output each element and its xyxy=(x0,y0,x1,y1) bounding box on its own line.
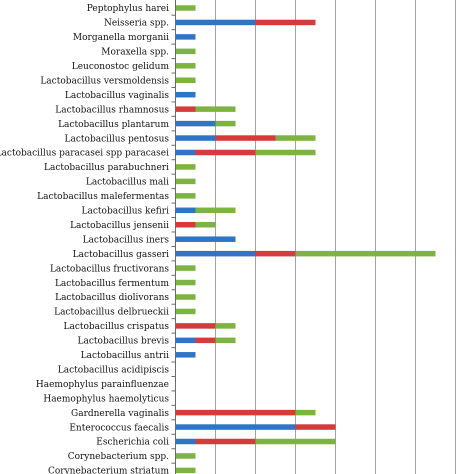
bar-lactobacillus-vaginalis-series-1 xyxy=(175,91,196,98)
category-label-haemophylus-haemolyticus: Haemophylus haemolyticus xyxy=(43,394,169,404)
category-label-lactobacillus-pentosus: Lactobacillus pentosus xyxy=(65,134,170,144)
category-label-lactobacillus-kefiri: Lactobacillus kefiri xyxy=(82,207,170,217)
category-label-lactobacillus-antrii: Lactobacillus antrii xyxy=(81,351,169,361)
bar-peptophylus-harei-series-3 xyxy=(175,5,196,11)
y-axis xyxy=(171,0,176,474)
bar-lactobacillus-pentosus-series-3 xyxy=(275,135,316,141)
bar-lactobacillus-paracasei-spp-paracasei-series-1 xyxy=(175,149,196,156)
category-label-enterococcus-faecalis: Enterococcus faecalis xyxy=(69,423,169,433)
category-label-lactobacillus-fermentum: Lactobacillus fermentum xyxy=(55,279,170,289)
bar-gardnerella-vaginalis-series-2 xyxy=(175,409,296,416)
bar-leuconostoc-gelidum-series-3 xyxy=(175,63,196,69)
category-label-lactobacillus-paracasei-spp-paracasei: Lactobacillus paracasei spp paracasei xyxy=(0,149,169,159)
bar-lactobacillus-iners-series-1 xyxy=(175,236,236,242)
bar-escherichia-coli-series-2 xyxy=(195,438,256,445)
category-label-escherichia-coli: Escherichia coli xyxy=(96,438,169,448)
bar-lactobacillus-paracasei-spp-paracasei-series-2 xyxy=(195,149,256,156)
category-label-lactobacillus-diolivorans: Lactobacillus diolivorans xyxy=(55,293,169,303)
bar-gardnerella-vaginalis-series-3 xyxy=(295,409,316,416)
bar-neisseria-spp-series-1 xyxy=(175,19,256,26)
bar-lactobacillus-pentosus-series-2 xyxy=(215,135,276,141)
category-label-peptophylus-harei: Peptophylus harei xyxy=(87,4,169,14)
bar-neisseria-spp-series-2 xyxy=(255,19,316,26)
bar-lactobacillus-gasseri-series-2 xyxy=(255,250,296,257)
category-label-lactobacillus-gasseri: Lactobacillus gasseri xyxy=(73,250,169,260)
category-label-lactobacillus-acidipiscis: Lactobacillus acidipiscis xyxy=(58,365,170,375)
bar-corynebacterium-spp-series-3 xyxy=(175,453,196,459)
bar-lactobacillus-mali-series-3 xyxy=(175,178,196,185)
bar-lactobacillus-parabuchneri-series-3 xyxy=(175,164,196,170)
bar-morganella-morganii-series-1 xyxy=(175,34,196,40)
bar-lactobacillus-brevis-series-2 xyxy=(195,337,216,344)
category-label-lactobacillus-mali: Lactobacillus mali xyxy=(86,178,169,188)
category-label-lactobacillus-parabuchneri: Lactobacillus parabuchneri xyxy=(44,163,169,173)
category-label-lactobacillus-rhamnosus: Lactobacillus rhamnosus xyxy=(55,105,169,115)
category-label-corynebacterium-spp: Corynebacterium spp. xyxy=(68,452,169,462)
category-label-lactobacillus-vaginalis: Lactobacillus vaginalis xyxy=(65,91,170,101)
bar-lactobacillus-rhamnosus-series-3 xyxy=(195,106,236,112)
category-label-lactobacillus-delbrueckii: Lactobacillus delbrueckii xyxy=(54,308,169,318)
category-label-lactobacillus-malefermentas: Lactobacillus malefermentas xyxy=(37,192,169,202)
bar-lactobacillus-crispatus-series-3 xyxy=(215,323,236,329)
bar-lactobacillus-rhamnosus-series-2 xyxy=(175,106,196,112)
bar-lactobacillus-jensenii-series-2 xyxy=(175,222,196,228)
bar-corynebacterium-striatum-series-3 xyxy=(175,467,196,474)
bar-lactobacillus-gasseri-series-1 xyxy=(175,250,256,257)
bar-lactobacillus-fermentum-series-3 xyxy=(175,279,196,286)
category-labels: Peptophylus harei Neisseria spp. Morganell… xyxy=(0,4,169,474)
category-label-morganella-morganii: Morganella morganii xyxy=(73,33,169,43)
bar-lactobacillus-pentosus-series-1 xyxy=(175,135,216,141)
category-label-lactobacillus-versmoldensis: Lactobacillus versmoldensis xyxy=(40,76,169,86)
bar-lactobacillus-plantarum-series-1 xyxy=(175,120,216,127)
bar-lactobacillus-kefiri-series-1 xyxy=(175,207,196,214)
bar-lactobacillus-brevis-series-1 xyxy=(175,337,196,344)
bar-lactobacillus-jensenii-series-3 xyxy=(195,222,216,228)
gridlines xyxy=(215,0,456,474)
bar-lactobacillus-malefermentas-series-3 xyxy=(175,193,196,199)
bar-lactobacillus-crispatus-series-2 xyxy=(175,323,216,329)
category-label-corynebacterium-striatum: Corynebacterium striatum xyxy=(48,467,169,474)
bar-lactobacillus-brevis-series-3 xyxy=(215,337,236,344)
category-label-moraxella-spp: Moraxella spp. xyxy=(101,48,169,58)
bar-lactobacillus-diolivorans-series-3 xyxy=(175,294,196,300)
bar-lactobacillus-plantarum-series-3 xyxy=(215,120,236,127)
category-label-leuconostoc-gelidum: Leuconostoc gelidum xyxy=(72,62,170,72)
bar-lactobacillus-gasseri-series-3 xyxy=(295,250,436,257)
bar-lactobacillus-antrii-series-1 xyxy=(175,352,196,358)
bar-escherichia-coli-series-3 xyxy=(255,438,336,445)
bar-lactobacillus-versmoldensis-series-3 xyxy=(175,77,196,83)
category-label-haemophylus-parainfluenzae: Haemophylus parainfluenzae xyxy=(36,380,169,390)
category-label-lactobacillus-iners: Lactobacillus iners xyxy=(83,235,170,245)
bar-lactobacillus-fructivorans-series-3 xyxy=(175,265,196,271)
bar-lactobacillus-kefiri-series-3 xyxy=(195,207,236,214)
category-label-lactobacillus-crispatus: Lactobacillus crispatus xyxy=(64,322,170,332)
bars xyxy=(175,5,436,474)
bar-lactobacillus-delbrueckii-series-3 xyxy=(175,308,196,315)
bar-lactobacillus-paracasei-spp-paracasei-series-3 xyxy=(255,149,316,156)
category-label-lactobacillus-jensenii: Lactobacillus jensenii xyxy=(70,221,169,231)
category-label-lactobacillus-fructivorans: Lactobacillus fructivorans xyxy=(50,264,169,274)
category-label-lactobacillus-plantarum: Lactobacillus plantarum xyxy=(58,120,169,130)
category-label-neisseria-spp: Neisseria spp. xyxy=(104,19,169,29)
bar-moraxella-spp-series-3 xyxy=(175,48,196,55)
category-label-gardnerella-vaginalis: Gardnerella vaginalis xyxy=(71,409,169,419)
bar-enterococcus-faecalis-series-1 xyxy=(175,424,296,430)
bar-escherichia-coli-series-1 xyxy=(175,438,196,445)
bar-enterococcus-faecalis-series-2 xyxy=(295,424,336,430)
category-label-lactobacillus-brevis: Lactobacillus brevis xyxy=(78,337,170,347)
